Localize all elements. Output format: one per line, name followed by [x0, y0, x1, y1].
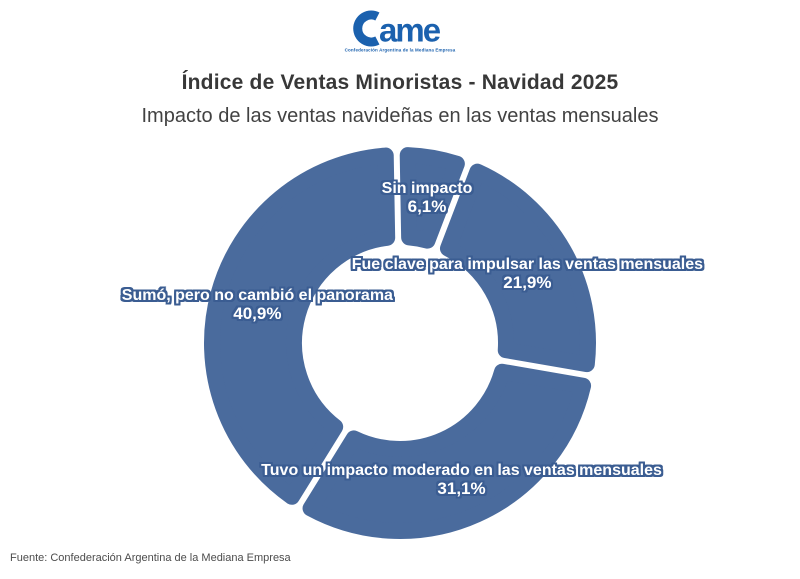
donut-segment-0	[399, 147, 465, 249]
donut-segment-1	[439, 163, 596, 373]
came-logo-mark: ame	[353, 10, 443, 49]
came-logo-text: ame	[379, 12, 441, 49]
donut-segment-2	[302, 363, 592, 539]
came-logo-c-ring	[353, 10, 380, 47]
donut-chart: Sin impacto 6,1% Fue clave para impulsar l…	[122, 133, 703, 553]
page-title: Índice de Ventas Minoristas - Navidad 20…	[181, 71, 619, 94]
came-logo: ame Confederación Argentina de la Median…	[0, 8, 800, 59]
logo-tagline: Confederación Argentina de la Mediana Em…	[344, 48, 456, 53]
page-subtitle: Impacto de las ventas navideñas en las v…	[141, 105, 659, 127]
donut-segment-3	[204, 147, 396, 505]
donut-chart-svg	[204, 147, 596, 539]
source-note: Fuente: Confederación Argentina de la Me…	[10, 552, 291, 564]
